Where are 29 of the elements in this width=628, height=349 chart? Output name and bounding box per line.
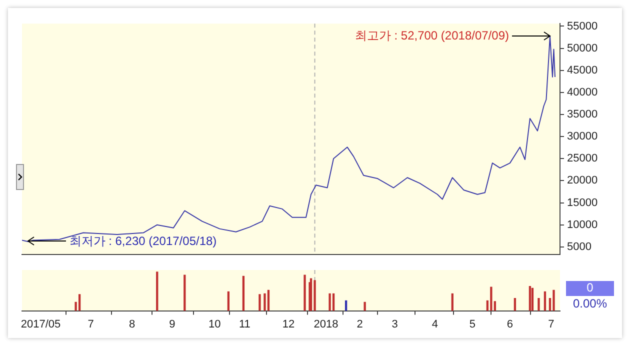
x-tick-label: 5 — [469, 318, 476, 330]
y-tick-label: 40000 — [567, 86, 598, 98]
y-tick-label: 30000 — [567, 130, 598, 143]
y-tick-label: 15000 — [567, 196, 598, 209]
x-tick-label: 4 — [432, 318, 438, 330]
x-tick-label: 11 — [238, 318, 250, 330]
y-tick-label: 50000 — [567, 42, 598, 54]
y-tick-label: 25000 — [567, 152, 598, 165]
y-tick-label: 20000 — [567, 174, 598, 187]
y-tick-label: 55000 — [567, 20, 598, 32]
y-tick-label: 5000 — [567, 240, 592, 253]
x-tick-label: 2017/05 — [20, 318, 61, 330]
x-tick-label: 7 — [548, 318, 554, 330]
x-tick-label: 6 — [506, 318, 514, 330]
x-tick-label: 10 — [208, 318, 221, 330]
x-tick-label: 3 — [392, 318, 398, 330]
annotation: 최고가 : 52,700 (2018/07/09) — [354, 28, 509, 43]
x-tick-label: 9 — [169, 318, 176, 330]
x-tick-label: 2 — [356, 318, 363, 330]
y-tick-label: 10000 — [567, 218, 598, 231]
annotation: 최저가 : 6,230 (2017/05/18) — [69, 234, 217, 248]
x-tick-label: 7 — [88, 318, 94, 330]
text: 0.00% — [572, 296, 608, 310]
x-tick-label: 2018 — [314, 318, 338, 330]
text: 0 — [586, 280, 594, 294]
y-tick-label: 35000 — [567, 108, 598, 121]
y-tick-label: 45000 — [567, 64, 598, 76]
x-tick-label: 12 — [282, 318, 295, 330]
x-tick-label: 8 — [129, 318, 136, 330]
